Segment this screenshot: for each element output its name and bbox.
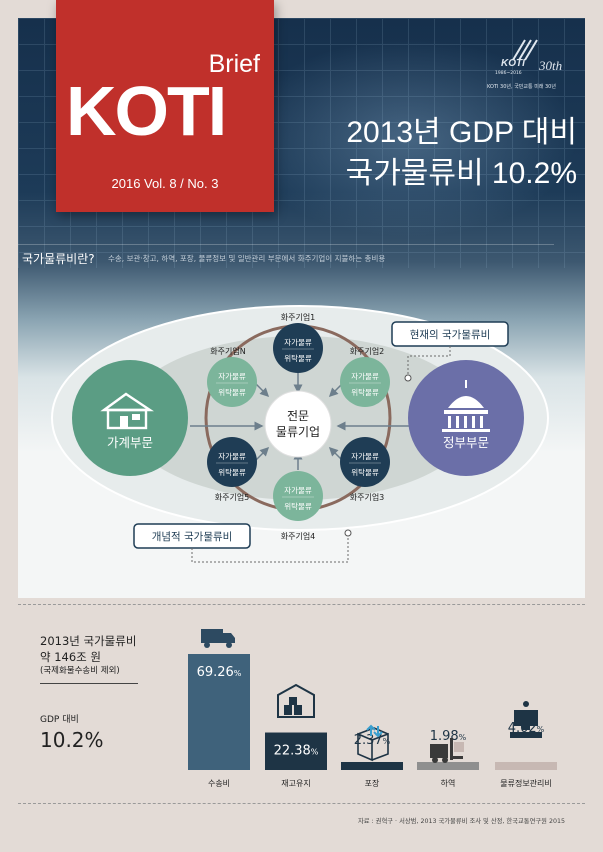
shipper-5-self: 자가물류 [218,452,246,461]
definition-text: 수송, 보관·창고, 하역, 포장, 물류정보 및 일반관리 부문에서 화주기업… [108,254,386,263]
bar-3 [341,762,403,770]
shipper-3-consigned: 위탁물류 [351,467,379,477]
shipper-2-consigned: 위탁물류 [351,387,379,397]
package-icon [357,724,389,762]
anniversary-number: 30th [538,58,562,73]
bar-value-1: 69.26% [197,665,242,680]
warehouse-icon [277,683,315,718]
bar-unit-5: % [537,725,545,734]
household-circle [72,360,188,476]
shipper-2-label: 화주기업2 [350,347,385,356]
masthead-title: KOTI [66,72,227,150]
government-label: 정부부문 [443,435,489,450]
household-label: 가계부문 [107,435,153,450]
shipper-n-label: 화주기업N [210,347,245,356]
bar-category-3: 포장 [365,778,380,788]
bar-unit-1: % [234,669,242,678]
masthead-box: Brief KOTI 2016 Vol. 8 / No. 3 [56,0,274,212]
house-icon [100,392,154,430]
center-label-1: 전문 [287,409,309,423]
bar-value-2: 22.38% [274,744,319,759]
shipper-2-self: 자가물류 [351,372,379,381]
logo-tagline: KOTI 30년, 국민교통 미래 30년 [487,84,556,90]
issue-info: 2016 Vol. 8 / No. 3 [111,176,219,191]
shipper-n-self: 자가물류 [218,372,246,381]
gdp-value: 10.2% [40,728,104,752]
logo-wordmark: KOTI [501,58,525,69]
shipper-5-label: 화주기업5 [215,493,250,502]
current-callout-leader [407,346,451,376]
computer-icon [510,701,542,738]
koti-logo: KOTI 30th 1986~2016 KOTI 30년, 국민교통 미래 30… [487,38,571,90]
shipper-1-self: 자가물류 [284,338,312,347]
cover-title: 2013년 GDP 대비 국가물류비 10.2% [346,112,577,194]
shipper-5-consigned: 위탁물류 [218,467,246,477]
bar-unit-2: % [311,748,319,757]
truck-icon [201,629,235,648]
shipper-3-node: 자가물류 위탁물류 [340,437,390,487]
shipper-1-label: 화주기업1 [281,313,316,322]
summary-title: 2013년 국가물류비 [40,634,137,648]
shipper-3-self: 자가물류 [351,452,379,461]
bar-category-1: 수송비 [208,779,230,788]
bar-value-4: 1.98% [430,729,467,744]
concept-callout-text: 개념적 국가물류비 [152,531,233,543]
bar-2 [265,732,327,770]
shipper-4-self: 자가물류 [284,486,312,495]
shipper-5-node: 자가물류 위탁물류 [207,437,257,487]
shipper-3-label: 화주기업3 [350,493,385,502]
bar-category-5: 물류정보관리비 [500,778,552,788]
shipper-1-consigned: 위탁물류 [284,353,312,363]
shipper-4-consigned: 위탁물류 [284,501,312,511]
logo-years: 1986~2016 [495,71,522,76]
bar-category-2: 재고유지 [281,779,310,788]
shipper-n-node: 자가물류 위탁물류 [207,357,257,407]
definition-label: 국가물류비란? [22,252,95,266]
masthead-brief: Brief [208,50,260,78]
bar-category-4: 하역 [441,778,456,788]
logo-swoosh-icon [512,39,538,61]
bar-unit-3: % [383,737,391,746]
shipper-4-node: 자가물류 위탁물류 [273,471,323,521]
stats-divider-bottom [18,803,585,804]
definition-divider [18,244,554,245]
bar-4 [417,762,479,770]
anniversary-mark: 30th [538,58,562,73]
summary-divider [40,683,138,684]
summary-note: (국제화물수송비 제외) [40,666,120,676]
bar-5 [495,762,557,770]
source-note: 자료 : 권혁구 · 서상범, 2013 국가물류비 조사 및 산정, 한국교통… [357,818,565,825]
title-line-2: 국가물류비 10.2% [345,157,577,190]
forklift-icon [430,738,464,763]
center-label-2: 물류기업 [276,425,320,439]
shipper-2-node: 자가물류 위탁물류 [340,357,390,407]
title-line-1: 2013년 GDP 대비 [346,116,577,149]
summary-amount: 약 146조 원 [40,650,102,664]
current-callout-text: 현재의 국가물류비 [410,329,491,341]
stats-divider-top [18,604,585,605]
background-glow [238,38,578,238]
shipper-1-node: 자가물류 위탁물류 [273,323,323,373]
concept-callout-leader [191,536,349,563]
shipper-n-consigned: 위탁물류 [218,387,246,397]
center-circle [264,390,332,458]
gdp-label: GDP 대비 [40,715,79,725]
capitol-icon [442,380,490,432]
bar-unit-4: % [459,733,467,742]
bar-1 [188,654,250,770]
shipper-4-label: 화주기업4 [281,532,316,541]
